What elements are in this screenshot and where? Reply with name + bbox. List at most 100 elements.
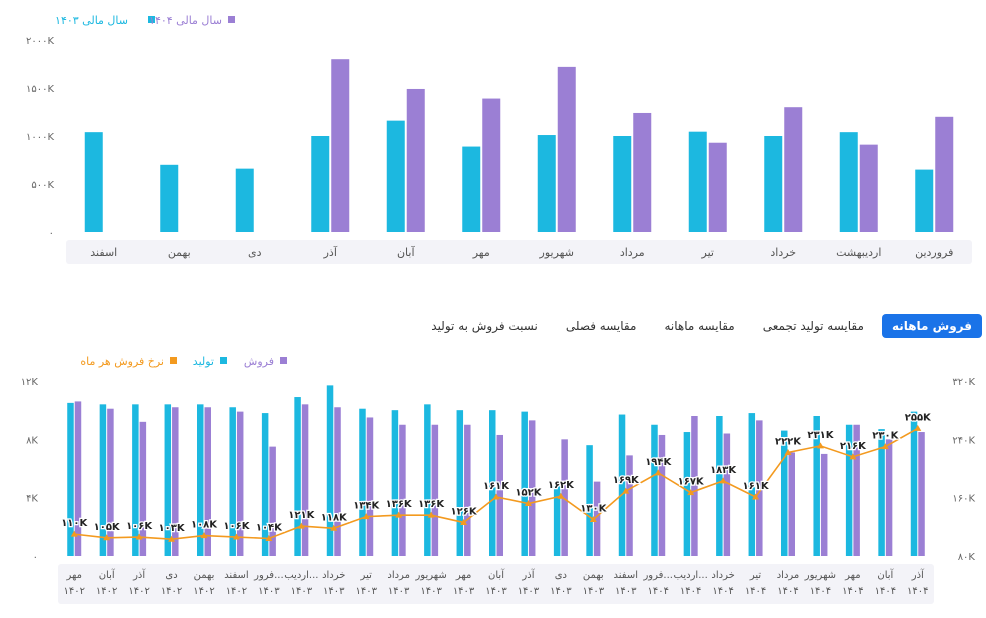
bar-production [67,402,74,556]
rate-point [395,511,403,518]
x-tick-year: ۱۴۰۲ [128,586,149,597]
x-tick-month: تیر [360,570,373,581]
rate-point [70,530,78,537]
tab-monthly-sales[interactable]: فروش ماهانه [881,314,982,338]
rate-data-label: ۲۲۲K [775,436,802,447]
x-tick-month: اسفند [224,570,248,581]
rate-point [816,442,824,449]
bar-sales [301,404,309,556]
monthly-sales-chart: نرخ فروش هر ماه تولید فروش ۰ ۴K ۸K ۱۲K ۸۰K ۱۶۰K ۲… [21,355,975,604]
bar-sales [496,434,503,556]
x-tick-year: ۱۴۰۴ [647,586,668,597]
x-tick-month: شهریور [804,570,836,581]
x-tick-label: اسفند [90,246,117,259]
bar-1404 [633,112,652,232]
legend-label-production: تولید [193,355,214,368]
x-tick-label: مرداد [620,246,645,259]
y-tick-label: ۰ [49,228,54,239]
bar-production [748,413,756,556]
tab-sales-production-ratio[interactable]: نسبت فروش به تولید [431,319,538,333]
legend-swatch-rate [170,357,177,364]
rate-data-label: ۱۵۲K [515,488,542,499]
bar-production [391,410,399,556]
rate-data-label: ۲۱۶K [840,441,867,452]
x-tick-label: بهمن [168,246,191,259]
x-tick-label: آذر [323,245,338,259]
bar-1403 [160,164,179,232]
x-tick-year: ۱۴۰۳ [258,586,280,597]
chart1-legend: سال مالی ۱۴۰۳ سال مالی ۱۴۰۴ [55,14,235,27]
bar-production [521,411,528,556]
bar-sales [236,411,244,556]
rate-point [881,443,889,450]
rate-data-label: ۱۰۵K [94,522,121,533]
x-tick-month: اردیب... [674,570,708,581]
bar-sales [366,417,374,556]
bar-1403 [688,131,707,232]
x-tick-year: ۱۴۰۳ [485,586,507,597]
rate-point [557,492,565,499]
bar-sales [139,421,147,556]
bar-sales [107,408,114,556]
bar-sales [853,424,860,556]
x-tick-month: آبان [99,568,116,581]
y-left-tick-label: ۰ [33,552,38,563]
x-tick-year: ۱۴۰۴ [680,586,701,597]
x-tick-year: ۱۴۰۳ [291,586,313,597]
bar-1403 [462,146,481,232]
tab-monthly-comparison[interactable]: مقایسه ماهانه [664,319,735,333]
bar-production [618,414,626,556]
bar-production [878,429,885,556]
rate-point [524,500,532,506]
bar-production [424,404,431,556]
rate-data-label: ۱۰۶K [126,521,153,532]
x-tick-month: آذر [521,568,535,581]
rate-point [362,513,370,520]
bar-sales [464,424,471,556]
rate-point [297,522,305,529]
rate-point [200,532,208,539]
bar-1403 [839,132,858,232]
chart-tabs: نسبت فروش به تولید مقایسه فصلی مقایسه ما… [421,314,982,338]
rate-data-label: ۲۳۰K [872,431,899,442]
bar-sales [528,420,536,556]
x-axis-band [58,564,934,604]
x-tick-month: مرداد [387,570,410,581]
bar-production [845,424,853,556]
bar-sales [269,446,276,556]
x-tick-month: مهر [455,570,471,581]
rate-point [103,534,111,541]
x-tick-year: ۱۴۰۳ [323,586,345,597]
x-tick-month: اسفند [614,570,638,581]
bar-sales [74,401,82,556]
bar-1403 [915,169,934,232]
bar-sales [593,481,601,556]
y-tick-label: ۱۰۰۰K [26,132,54,143]
x-tick-label: تیر [701,246,714,259]
bar-sales [626,455,633,556]
bar-production [294,397,301,556]
x-tick-year: ۱۴۰۳ [583,586,605,597]
rate-point [168,535,176,542]
rate-point [784,448,792,455]
x-tick-label: مهر [472,246,490,259]
bar-production [910,411,918,556]
rate-data-label: ۱۶۱K [483,481,510,492]
bar-production [716,416,723,556]
rate-data-label: ۱۰۶K [223,521,250,532]
y-right-tick-label: ۱۶۰K [952,494,975,505]
x-tick-year: ۱۴۰۳ [420,586,442,597]
bar-sales [788,452,795,556]
x-tick-label: اردیبهشت [836,246,881,259]
bar-1404 [859,144,878,232]
x-tick-year: ۱۴۰۲ [226,586,247,597]
x-tick-month: فرور... [642,570,673,581]
tab-seasonal-comparison[interactable]: مقایسه فصلی [565,319,637,333]
bar-1403 [235,168,254,232]
yearly-comparison-chart: سال مالی ۱۴۰۳ سال مالی ۱۴۰۴ ۰ ۵۰۰K ۱۰۰۰K ۱۵۰۰… [26,14,972,264]
rate-point [460,518,468,525]
tab-cumulative-production[interactable]: مقایسه تولید تجمعی [762,319,864,333]
bar-production [683,432,691,556]
bar-1404 [708,142,727,232]
rate-data-label: ۱۶۲K [548,480,575,491]
